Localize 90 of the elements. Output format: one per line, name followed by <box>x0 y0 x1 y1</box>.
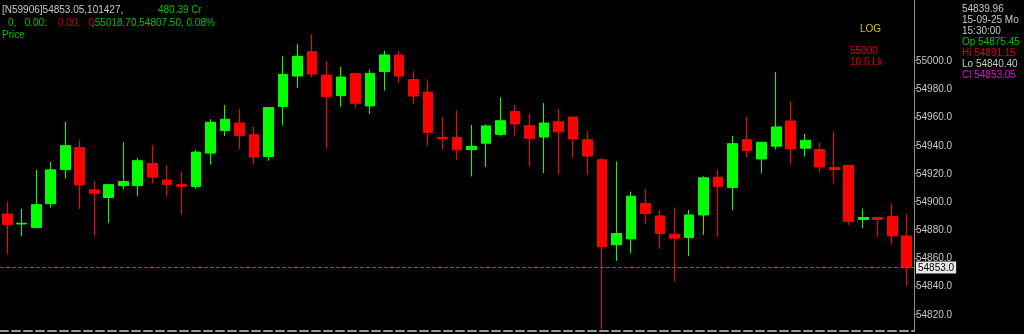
candlestick <box>872 216 883 238</box>
candlestick <box>408 70 419 105</box>
y-tick-label: 54980.0 <box>916 83 953 95</box>
candlestick <box>350 72 361 108</box>
candlestick <box>263 106 274 162</box>
text: 54839.96 <box>962 2 1005 14</box>
annotation: 55000 <box>850 44 879 56</box>
candlestick <box>655 209 665 250</box>
candlestick <box>713 169 723 238</box>
y-tick-label: 54900.0 <box>916 195 953 207</box>
candlestick <box>452 109 462 161</box>
candlestick <box>336 66 346 108</box>
candlestick <box>582 130 593 176</box>
candlestick <box>524 112 535 168</box>
candlestick <box>74 139 85 210</box>
y-tick-label: 54960.0 <box>916 111 953 123</box>
candlestick <box>901 213 912 286</box>
text: 15:30:00 <box>962 24 1002 36</box>
candlestick <box>205 118 216 166</box>
candlestick <box>234 108 245 150</box>
candlestick <box>611 160 622 262</box>
candlestick <box>727 135 738 211</box>
candlestick <box>843 164 854 226</box>
candlestick <box>365 68 375 115</box>
candlestick <box>118 141 129 190</box>
candlestick <box>756 141 767 174</box>
candlestick <box>539 102 549 174</box>
y-tick-label: 54840.0 <box>916 280 953 292</box>
candlestick <box>292 43 303 89</box>
candlestick <box>510 104 520 137</box>
candlestick <box>568 115 578 158</box>
candlestick <box>220 104 230 137</box>
candlestick <box>16 208 27 237</box>
annotation: 0, 0.00: <box>8 16 47 28</box>
y-tick-label: 54820.0 <box>916 308 953 320</box>
candlestick <box>191 149 201 190</box>
y-tick-label: 54860.0 <box>916 252 953 264</box>
candlestick <box>887 202 898 245</box>
candlestick <box>771 71 782 151</box>
candlestick <box>60 121 71 179</box>
annotation: 10.6 Lk <box>850 55 884 67</box>
candlestick <box>800 133 811 157</box>
candlestick <box>31 169 42 229</box>
annotation: 0.00, 0 <box>58 16 95 28</box>
candlestick <box>249 126 259 166</box>
candlestick <box>45 161 56 209</box>
candlestick <box>597 157 607 331</box>
candlestick <box>829 130 840 184</box>
ref-line-label: 54853.0 <box>918 262 955 274</box>
candlestick <box>669 206 680 283</box>
annotation: ,55018.70,54807.50, 0.08% <box>92 16 215 28</box>
y-tick-label: 54920.0 <box>916 167 953 179</box>
candlestick <box>89 180 100 237</box>
candlestick <box>858 208 869 229</box>
candlestick <box>466 124 477 177</box>
candlestick <box>162 164 172 197</box>
candlestick <box>103 183 114 224</box>
text: Cl 54853.05 <box>962 68 1017 80</box>
candlestick <box>698 175 709 236</box>
candlestick <box>684 209 694 257</box>
text: Lo 54840.40 <box>962 57 1019 69</box>
candlestick <box>321 60 332 149</box>
candlestick <box>553 108 564 176</box>
candlestick <box>814 142 825 173</box>
annotation: LOG <box>860 22 882 34</box>
text: 15-09-25 Mo <box>962 13 1020 25</box>
candlestick <box>626 191 636 254</box>
candlestick <box>278 55 288 127</box>
candlestick <box>423 80 433 147</box>
candlestick <box>379 50 390 92</box>
candlestick <box>176 170 187 216</box>
y-tick-label: 54880.0 <box>916 224 953 236</box>
candlestick <box>307 33 317 78</box>
candlestick <box>742 116 752 158</box>
text: Op 54875.45 <box>962 35 1021 47</box>
annotation: 480.39 Cr <box>158 3 203 15</box>
candlestick <box>147 144 158 184</box>
candlestick <box>394 50 404 84</box>
candlestick <box>132 157 143 197</box>
text: Hi 54891.15 <box>962 46 1017 58</box>
candlestick <box>640 188 651 225</box>
candlestick <box>481 123 491 168</box>
annotation: Price <box>2 28 26 40</box>
y-tick-label: 55000.0 <box>916 55 953 67</box>
candlestick <box>785 101 796 165</box>
annotation: [N59906]54853.05,101427, <box>2 3 124 15</box>
y-tick-label: 54940.0 <box>916 139 953 151</box>
candlestick <box>437 116 448 150</box>
candlestick <box>2 200 13 255</box>
candlestick <box>495 96 506 137</box>
